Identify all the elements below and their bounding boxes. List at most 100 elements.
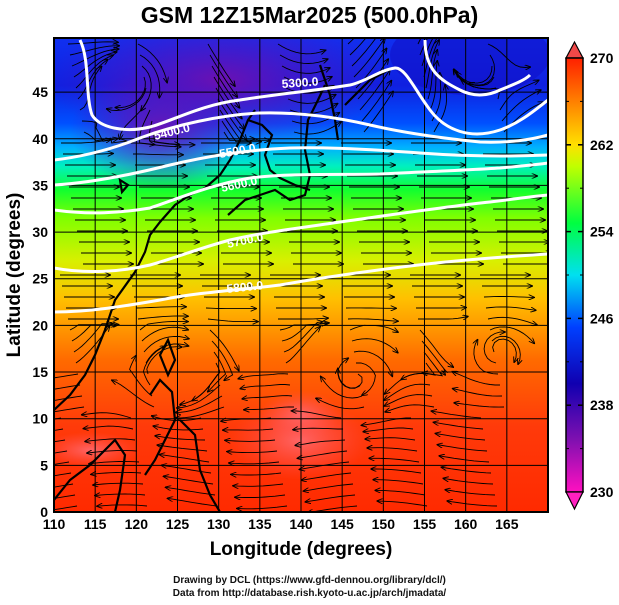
y-tick-label: 5	[40, 457, 48, 473]
streamline	[443, 478, 494, 485]
streamline	[54, 373, 79, 379]
streamline	[432, 411, 482, 419]
contour-line	[54, 146, 548, 187]
streamline	[223, 429, 274, 430]
contour-labels: 5300.0 5400.0 5500.0 5600.0 5700.0 5800.…	[152, 74, 319, 296]
streamline	[437, 445, 488, 452]
streamline	[162, 465, 212, 474]
colorbar: 270 262 254 246 238 230	[565, 40, 614, 511]
streamline	[207, 318, 258, 322]
streamline	[453, 389, 503, 397]
x-axis: 110 115 120 125 130 135 140 145 150 155 160 165	[43, 516, 519, 532]
contour-line	[54, 193, 548, 274]
streamline	[120, 98, 149, 139]
streamline	[97, 505, 148, 506]
streamline	[209, 54, 237, 97]
streamline	[238, 373, 289, 379]
streamline	[146, 347, 182, 375]
y-axis-label: Latitude (degrees)	[4, 193, 25, 358]
streamline	[54, 395, 83, 401]
x-tick-label: 140	[289, 516, 313, 532]
streamline	[487, 43, 530, 68]
streamline	[371, 469, 422, 474]
streamline	[416, 308, 466, 309]
colorbar-tick-label: 246	[590, 310, 614, 326]
streamline	[363, 427, 414, 432]
streamline	[71, 49, 119, 67]
streamline	[141, 327, 188, 342]
streamline	[54, 505, 78, 511]
streamline	[160, 455, 210, 463]
streamline	[157, 445, 208, 452]
x-tick-label: 125	[166, 516, 190, 532]
streamline	[447, 501, 498, 507]
streamline	[351, 338, 398, 353]
streamline	[207, 43, 235, 86]
colorbar-tick-label: 254	[590, 224, 614, 240]
streamline	[418, 317, 468, 320]
streamline	[427, 50, 437, 100]
streamline	[139, 54, 160, 98]
streamline	[384, 383, 431, 400]
streamline	[456, 65, 493, 84]
plot-frame	[53, 37, 549, 513]
streamline	[240, 384, 291, 389]
y-tick-label: 15	[32, 364, 48, 380]
streamline	[115, 76, 146, 108]
streamline	[133, 154, 183, 155]
streamline	[419, 38, 429, 56]
streamline	[168, 498, 218, 507]
streamline	[287, 95, 336, 104]
streamline	[353, 38, 385, 78]
streamline	[221, 120, 261, 142]
colorbar-tick-label: 238	[590, 397, 614, 413]
credit-data-source: Data from http://database.rish.kyoto-u.a…	[172, 588, 447, 599]
credit-drawing: Drawing by DCL (https://www.gfd-dennou.o…	[173, 575, 446, 586]
x-axis-label: Longitude (degrees)	[210, 539, 393, 560]
streamline	[377, 501, 428, 507]
streamline	[373, 480, 424, 485]
streamline	[91, 472, 142, 474]
y-tick-label: 45	[32, 84, 48, 100]
streamline	[385, 404, 435, 412]
x-tick-label: 110	[43, 516, 66, 532]
streamline	[469, 54, 495, 85]
streamline	[83, 426, 134, 429]
streamline	[365, 438, 416, 440]
contour-line	[78, 39, 548, 136]
streamline	[180, 373, 219, 404]
streamline	[492, 338, 517, 362]
streamline	[454, 403, 505, 408]
y-tick-label: 40	[32, 131, 48, 147]
x-tick-label: 120	[125, 516, 149, 532]
streamline	[54, 494, 76, 499]
streamline	[82, 413, 132, 419]
streamline	[433, 85, 447, 133]
x-tick-label: 160	[454, 516, 478, 532]
streamline	[316, 398, 365, 410]
streamline	[491, 335, 520, 364]
streamline	[483, 297, 534, 298]
streamline	[321, 377, 363, 399]
streamline	[452, 372, 500, 386]
streamline	[54, 472, 72, 477]
contour-label: 5800.0	[226, 278, 264, 296]
colorbar-under-triangle	[565, 491, 584, 511]
colorbar-tick-label: 262	[590, 137, 614, 153]
streamline	[454, 69, 495, 87]
streamline	[298, 450, 348, 458]
streamline	[431, 73, 441, 122]
streamline	[445, 490, 496, 496]
contour-line	[423, 39, 532, 97]
streamline	[483, 332, 505, 364]
streamline	[211, 340, 234, 380]
streamline	[351, 38, 377, 67]
streamline	[295, 439, 346, 445]
streamline	[107, 87, 147, 111]
streamline	[279, 54, 328, 64]
streamline	[73, 52, 117, 78]
streamline	[93, 483, 144, 485]
colorbar-over-triangle	[565, 40, 584, 59]
x-tick-label: 155	[413, 516, 437, 532]
